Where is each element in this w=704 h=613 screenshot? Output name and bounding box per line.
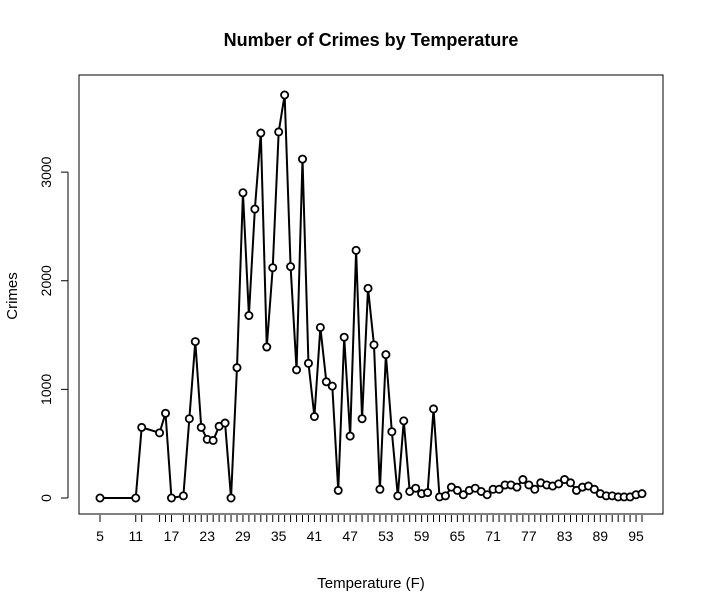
x-tick-label: 17 xyxy=(164,528,180,544)
data-point xyxy=(440,491,450,501)
x-tick-label: 47 xyxy=(342,528,358,544)
data-point xyxy=(423,488,433,498)
x-tick-label: 77 xyxy=(521,528,537,544)
data-point xyxy=(333,485,343,495)
data-point xyxy=(375,484,385,494)
data-point xyxy=(262,342,272,352)
data-point xyxy=(357,414,367,424)
x-tick-label: 83 xyxy=(557,528,573,544)
data-point xyxy=(482,490,492,500)
data-point xyxy=(131,493,141,503)
x-axis-title: Temperature (F) xyxy=(317,575,425,592)
x-tick-label: 89 xyxy=(593,528,609,544)
data-point xyxy=(268,263,278,273)
data-point xyxy=(303,358,313,368)
x-tick-label: 41 xyxy=(307,528,323,544)
data-point xyxy=(452,485,462,495)
y-tick-label: 1000 xyxy=(38,374,54,405)
data-point xyxy=(155,428,165,438)
data-point xyxy=(351,245,361,255)
x-tick-label: 71 xyxy=(485,528,501,544)
data-point xyxy=(298,154,308,164)
data-point xyxy=(589,484,599,494)
x-tick-label: 59 xyxy=(414,528,430,544)
data-point xyxy=(256,128,266,138)
chart-title: Number of Crimes by Temperature xyxy=(224,30,519,50)
data-point xyxy=(280,90,290,100)
data-point xyxy=(524,480,534,490)
data-point xyxy=(363,283,373,293)
data-point xyxy=(274,127,284,137)
data-point xyxy=(518,475,528,485)
data-point xyxy=(315,322,325,332)
data-point xyxy=(381,350,391,360)
plot-frame xyxy=(78,74,664,515)
data-point xyxy=(220,418,230,428)
y-axis: 0 1000 2000 3000 xyxy=(38,156,69,502)
series-line xyxy=(100,94,643,499)
data-point xyxy=(166,493,176,503)
x-tick-label: 35 xyxy=(271,528,287,544)
data-point xyxy=(327,381,337,391)
data-point xyxy=(250,204,260,214)
data-point xyxy=(369,340,379,350)
data-point xyxy=(244,311,254,321)
x-tick-label: 95 xyxy=(628,528,644,544)
x-tick-label: 11 xyxy=(128,528,143,544)
data-point xyxy=(95,493,105,503)
data-point xyxy=(411,483,421,493)
data-point xyxy=(494,484,504,494)
data-point xyxy=(321,377,331,387)
data-point xyxy=(309,412,319,422)
data-point xyxy=(637,489,647,499)
x-axis: 5 11 17 23 29 35 41 47 53 59 65 71 77 83 89 95 xyxy=(96,515,644,544)
data-point xyxy=(345,431,355,441)
data-point xyxy=(458,490,468,500)
data-point xyxy=(196,422,206,432)
data-point xyxy=(161,408,171,418)
data-point xyxy=(554,479,564,489)
data-point xyxy=(399,416,409,426)
data-point xyxy=(429,404,439,414)
y-tick-label: 0 xyxy=(38,494,54,502)
x-tick-label: 23 xyxy=(199,528,215,544)
data-point xyxy=(512,482,522,492)
data-point xyxy=(238,188,248,198)
data-point xyxy=(226,493,236,503)
data-point xyxy=(184,414,194,424)
data-point xyxy=(190,337,200,347)
data-point xyxy=(339,332,349,342)
data-point xyxy=(232,363,242,373)
series-layer xyxy=(95,90,647,503)
data-point xyxy=(292,365,302,375)
data-point xyxy=(208,435,218,445)
y-tick-label: 2000 xyxy=(38,265,54,296)
data-point xyxy=(530,484,540,494)
data-point xyxy=(566,478,576,488)
x-tick-label: 29 xyxy=(235,528,251,544)
data-point xyxy=(286,262,296,272)
x-tick-label: 53 xyxy=(378,528,394,544)
x-tick-label: 65 xyxy=(450,528,466,544)
y-tick-label: 3000 xyxy=(38,156,54,187)
data-point xyxy=(178,491,188,501)
data-point xyxy=(393,491,403,501)
data-point xyxy=(387,427,397,437)
data-point xyxy=(137,422,147,432)
x-tick-label: 5 xyxy=(96,528,104,544)
y-axis-title: Crimes xyxy=(4,272,21,320)
